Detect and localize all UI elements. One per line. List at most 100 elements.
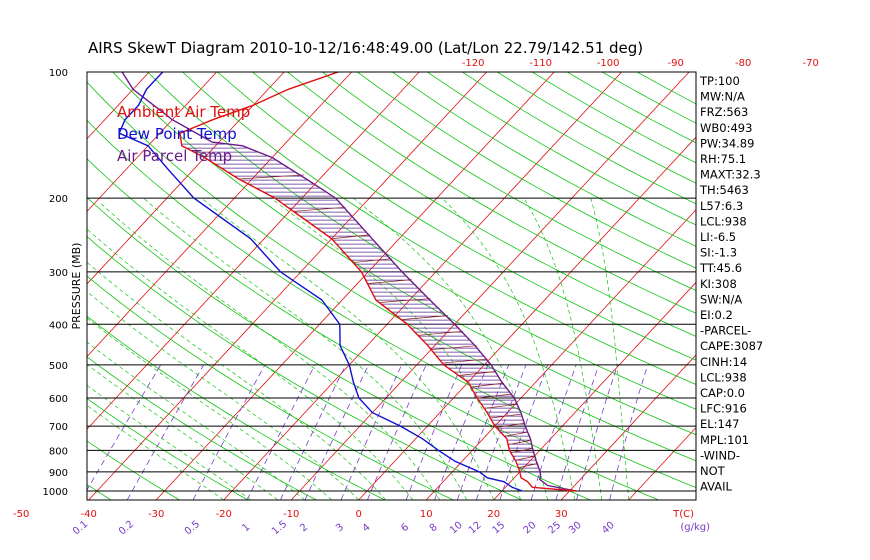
dry-adiabat-line (87, 158, 659, 500)
index-item: MPL:101 (700, 433, 749, 447)
chart-legend: Ambient Air Temp Dew Point Temp Air Parcel… (117, 103, 250, 165)
mixing-ratio-label: 4 (361, 522, 373, 535)
legend-item: Dew Point Temp (117, 125, 237, 143)
isotherm-line (88, 72, 487, 500)
dry-adiabat-line (252, 72, 696, 337)
cape-hatch-diagonal (458, 371, 496, 376)
bottom-temp-tick-label: -30 (148, 509, 164, 520)
moist-adiabat-line (87, 291, 359, 500)
dry-adiabat-line (322, 72, 696, 291)
pressure-tick-label: 400 (49, 320, 68, 331)
index-item: LCL:938 (700, 370, 747, 384)
isotherm-line (493, 281, 696, 500)
moist-adiabat-line (87, 341, 305, 500)
isotherm-line (358, 136, 696, 500)
index-item: EI:0.2 (700, 308, 733, 322)
moist-adiabat-line (270, 197, 522, 500)
index-item: LFC:916 (700, 402, 747, 416)
bottom-temp-tick-label: 20 (487, 509, 500, 520)
moist-adiabat-line (590, 198, 630, 500)
index-item: FRZ:563 (700, 105, 748, 119)
dry-adiabat-line (182, 72, 696, 385)
mixing-ratio-label: 3 (334, 522, 346, 535)
cape-hatch-diagonal (238, 174, 305, 180)
isotherm-line (425, 209, 696, 500)
temp-unit-label: T(C) (672, 509, 694, 520)
index-item: NOT (700, 464, 726, 478)
isotherm-line (155, 72, 555, 500)
mixing-ratio-line (340, 364, 403, 500)
dry-adiabat-line (217, 72, 696, 361)
mixing-ratio-line (367, 364, 427, 500)
pressure-tick-label: 1000 (43, 487, 68, 498)
bottom-temp-tick-label: -50 (13, 509, 29, 520)
pressure-tick-label: 700 (49, 422, 68, 433)
index-item: SW:N/A (700, 292, 742, 306)
mixing-ratio-label: 12 (467, 520, 484, 537)
top-temp-tick-label: -100 (597, 58, 620, 69)
index-item: TH:5463 (699, 183, 749, 197)
cape-hatch-diagonal (515, 456, 535, 461)
mixing-ratio-line (87, 364, 162, 491)
index-item: SI:-1.3 (700, 246, 737, 260)
cape-hatch-diagonal (490, 413, 521, 419)
cape-hatch-diagonal (401, 315, 448, 321)
index-item: -WIND- (700, 448, 740, 462)
isotherm-line (628, 426, 696, 500)
mixing-ratio-label: 25 (546, 520, 563, 537)
index-item: CAPE:3087 (700, 339, 763, 353)
cape-hatch-diagonal (518, 463, 537, 469)
index-item: LCL:938 (700, 214, 747, 228)
mixing-ratio-line (126, 364, 205, 500)
mixing-ratio-label: 15 (490, 520, 507, 537)
mixing-ratio-line (304, 364, 369, 500)
isotherm-line (0, 72, 14, 500)
top-temp-tick-label: -90 (667, 58, 683, 69)
cape-hatch-diagonal (417, 330, 464, 336)
bottom-temp-tick-label: 30 (555, 509, 568, 520)
index-item: TT:45.6 (699, 261, 742, 275)
mixing-ratio-label: 30 (567, 520, 584, 537)
cape-hatch-diagonal (510, 448, 532, 453)
dry-adiabat-line (112, 72, 696, 436)
chart-frame (86, 71, 697, 501)
pressure-tick-label: 600 (49, 394, 68, 405)
index-item: EL:147 (700, 417, 740, 431)
cape-hatch-diagonal (367, 279, 412, 285)
mixing-ratio-label: 2 (298, 522, 310, 535)
mixing-ratio-line (280, 364, 347, 500)
dry-adiabat-line (87, 315, 385, 500)
plot-frame (86, 71, 697, 501)
index-item: KI:308 (700, 277, 737, 291)
mixing-ratio-label: 8 (428, 522, 440, 535)
series-dew-point-temp (118, 72, 523, 492)
mixing-ratio-label: 0.1 (71, 519, 90, 538)
pressure-tick-label: 100 (49, 68, 68, 79)
mixing-ratio-label: 0.2 (117, 519, 136, 538)
pressure-tick-label: 200 (49, 194, 68, 205)
bottom-temp-tick-label: -40 (81, 509, 97, 520)
mixing-ratio-label: 40 (600, 520, 617, 537)
cape-hatch-diagonal (477, 393, 513, 399)
cape-hatching (181, 143, 541, 473)
pressure-tick-label: 900 (49, 468, 68, 479)
cape-hatch-diagonal (504, 431, 528, 437)
cape-hatch-diagonal (496, 423, 524, 428)
bottom-temp-tick-label: 0 (356, 509, 362, 520)
index-item: CAP:0.0 (700, 386, 745, 400)
index-item: L57:6.3 (700, 199, 743, 213)
cape-hatch-diagonal (353, 258, 392, 263)
index-item: AVAIL (700, 480, 733, 494)
cape-hatch-diagonal (331, 234, 371, 240)
index-item: -PARCEL- (700, 324, 751, 338)
index-item: CINH:14 (700, 355, 747, 369)
isotherm-line (87, 72, 420, 430)
mixing-ratio-label: 0.5 (183, 519, 202, 538)
legend-item: Air Parcel Temp (117, 147, 232, 165)
cape-hatch-diagonal (442, 358, 488, 364)
moist-adiabat-line (87, 384, 251, 500)
mixing-ratio-unit-label: (g/kg) (680, 522, 710, 533)
cape-hatch-diagonal (484, 404, 517, 409)
mixing-ratio-line (475, 364, 527, 500)
